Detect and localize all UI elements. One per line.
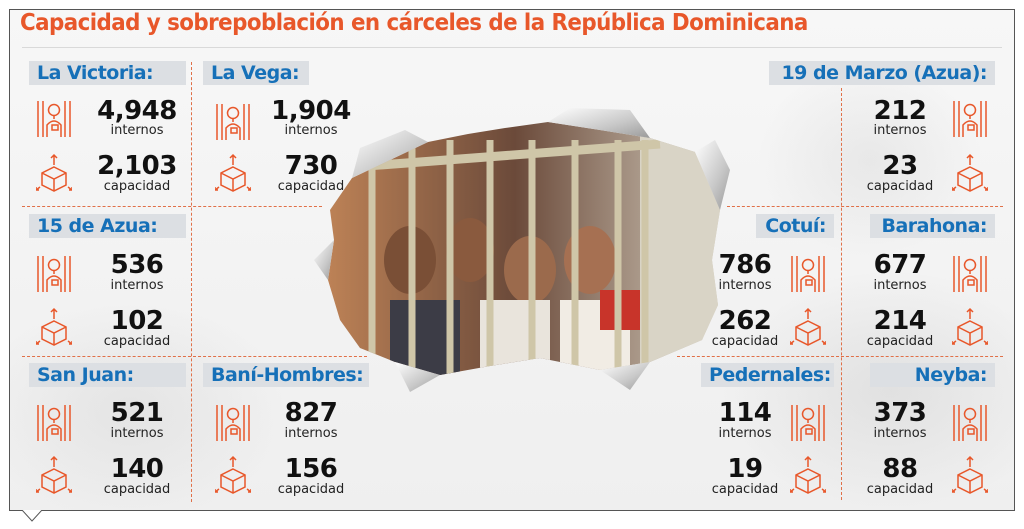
inmates-count: 827 <box>284 398 338 428</box>
box-capacity-icon <box>951 153 989 193</box>
box-capacity-icon <box>951 455 989 495</box>
prisoner-behind-bars-icon <box>952 403 988 443</box>
callout-pointer <box>22 510 42 522</box>
inmates-count: 212 <box>873 96 927 126</box>
prisoner-behind-bars-icon <box>215 102 251 142</box>
inmates-count: 1,904 <box>271 96 351 126</box>
inmates-unit: internos <box>873 123 927 138</box>
prisoner-behind-bars-icon <box>215 403 251 443</box>
grid-divider-right <box>841 88 842 500</box>
capacity-unit: capacidad <box>711 482 779 497</box>
prisoner-behind-bars-icon <box>790 403 826 443</box>
prisoner-behind-bars-icon <box>952 99 988 139</box>
capacity-unit: capacidad <box>103 179 171 194</box>
prison-label-barahona: Barahona: <box>870 214 995 238</box>
prison-label-cotui: Cotuí: <box>756 214 834 238</box>
inmates-count: 521 <box>110 398 164 428</box>
prison-label-san-juan: San Juan: <box>29 363 186 387</box>
capacity-unit: capacidad <box>277 179 345 194</box>
capacity-unit: capacidad <box>866 482 934 497</box>
inmates-count: 536 <box>110 250 164 280</box>
prison-label-bani-hombres: Baní-Hombres: <box>203 363 369 387</box>
inmates-count: 114 <box>718 398 772 428</box>
infographic-frame <box>9 9 1015 511</box>
inmates-unit: internos <box>873 426 927 441</box>
capacity-count: 2,103 <box>97 151 177 181</box>
prison-label-19-de-marzo-azua: 19 de Marzo (Azua): <box>769 61 995 85</box>
capacity-count: 102 <box>110 306 164 336</box>
inmates-count: 786 <box>718 250 772 280</box>
prison-label-la-victoria: La Victoria: <box>29 61 186 85</box>
prison-label-pedernales: Pedernales: <box>701 363 834 387</box>
box-capacity-icon <box>35 455 73 495</box>
capacity-unit: capacidad <box>711 334 779 349</box>
title-divider <box>22 47 1002 48</box>
inmates-unit: internos <box>110 426 164 441</box>
box-capacity-icon <box>789 307 827 347</box>
grid-divider-row1-left <box>22 206 322 207</box>
grid-divider-row1-right <box>727 206 1003 207</box>
inmates-unit: internos <box>284 123 338 138</box>
grid-divider-left <box>191 62 192 502</box>
inmates-count: 373 <box>873 398 927 428</box>
capacity-count: 730 <box>284 151 338 181</box>
grid-divider-row2-right <box>677 356 1003 357</box>
box-capacity-icon <box>35 307 73 347</box>
inmates-count: 4,948 <box>97 96 177 126</box>
capacity-count: 214 <box>873 306 927 336</box>
capacity-unit: capacidad <box>277 482 345 497</box>
capacity-count: 88 <box>882 454 918 484</box>
box-capacity-icon <box>214 153 252 193</box>
inmates-unit: internos <box>110 123 164 138</box>
prison-label-la-vega: La Vega: <box>203 61 309 85</box>
capacity-count: 140 <box>110 454 164 484</box>
box-capacity-icon <box>35 153 73 193</box>
capacity-unit: capacidad <box>866 179 934 194</box>
box-capacity-icon <box>789 455 827 495</box>
inmates-count: 677 <box>873 250 927 280</box>
inmates-unit: internos <box>718 278 772 293</box>
capacity-count: 156 <box>284 454 338 484</box>
box-capacity-icon <box>214 455 252 495</box>
box-capacity-icon <box>951 307 989 347</box>
inmates-unit: internos <box>873 278 927 293</box>
inmates-unit: internos <box>718 426 772 441</box>
capacity-unit: capacidad <box>103 334 171 349</box>
prison-label-15-de-azua: 15 de Azua: <box>29 214 186 238</box>
grid-divider-row2-left <box>22 356 367 357</box>
capacity-unit: capacidad <box>103 482 171 497</box>
capacity-count: 23 <box>882 151 918 181</box>
prison-photo-torn-paper <box>314 108 730 392</box>
inmates-unit: internos <box>110 278 164 293</box>
prisoner-behind-bars-icon <box>36 99 72 139</box>
prison-label-neyba: Neyba: <box>870 363 995 387</box>
capacity-unit: capacidad <box>866 334 934 349</box>
prisoner-behind-bars-icon <box>36 254 72 294</box>
prisoner-behind-bars-icon <box>36 403 72 443</box>
capacity-count: 19 <box>727 454 763 484</box>
inmates-unit: internos <box>284 426 338 441</box>
capacity-count: 262 <box>718 306 772 336</box>
infographic-title: Capacidad y sobrepoblación en cárceles d… <box>20 10 808 36</box>
prisoner-behind-bars-icon <box>952 254 988 294</box>
prisoner-behind-bars-icon <box>790 254 826 294</box>
